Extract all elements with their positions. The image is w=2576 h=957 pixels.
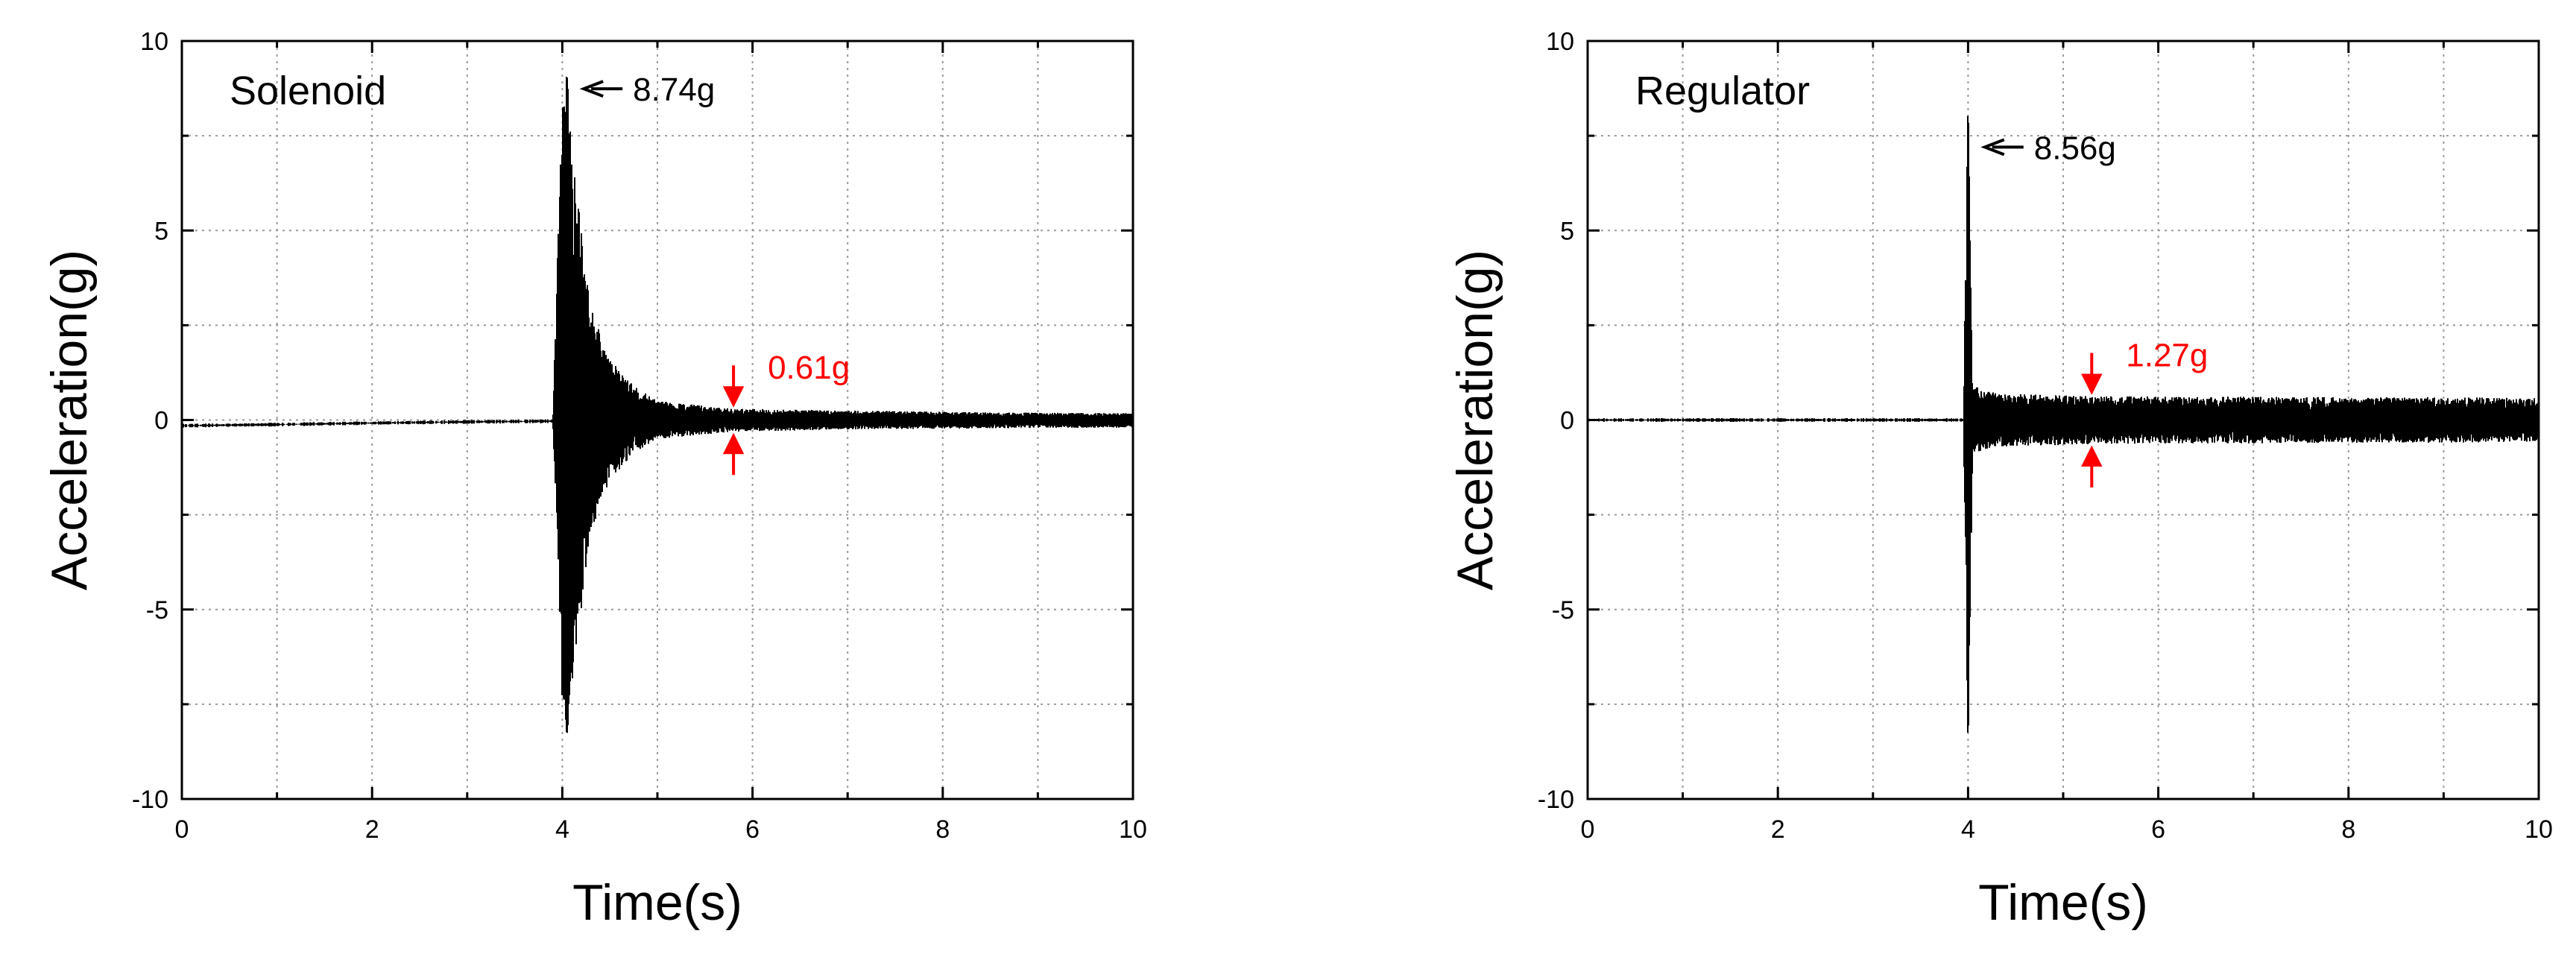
y-tick-label: -5 [146, 596, 168, 625]
x-tick-label: 8 [935, 815, 950, 844]
x-tick-label: 6 [2151, 815, 2165, 844]
axis-ticks [1586, 40, 2540, 800]
rms-annotation: 1.27g [2126, 337, 2208, 373]
x-tick-label: 8 [2341, 815, 2355, 844]
x-tick-label: 2 [1771, 815, 1785, 844]
y-tick-labels: -10 -5 0 5 10 [1538, 28, 1574, 814]
rms-arrow-top [722, 365, 745, 408]
x-tick-label: 6 [745, 815, 760, 844]
y-axis-label: Acceleration(g) [1447, 250, 1503, 590]
x-tick-labels: 0 2 4 6 8 10 [175, 815, 1147, 844]
y-tick-label: -5 [1552, 596, 1574, 625]
chart-panel-regulator: 0 2 4 6 8 10 -10 -5 0 5 10 Time(s) Acceleration(g… [1447, 28, 2553, 931]
y-tick-label: 0 [154, 407, 168, 435]
x-tick-label: 0 [175, 815, 189, 844]
rms-arrow-top [2081, 353, 2103, 395]
axis-ticks [180, 40, 1134, 800]
chart-panel-solenoid: 0 2 4 6 8 10 -10 -5 0 5 10 Time(s) Acceleration(g… [41, 28, 1147, 931]
panel-title: Regulator [1635, 69, 1810, 113]
rms-arrow-bottom [722, 432, 745, 476]
peak-arrow [579, 80, 623, 98]
y-tick-labels: -10 -5 0 5 10 [132, 28, 168, 814]
y-tick-label: 5 [1560, 217, 1574, 245]
x-tick-label: 4 [1961, 815, 1975, 844]
annotations: 8.74g 0.61g [579, 72, 850, 476]
peak-annotation: 8.74g [633, 72, 715, 108]
x-axis-label: Time(s) [572, 874, 742, 931]
peak-arrow [1980, 138, 2024, 157]
x-tick-label: 0 [1581, 815, 1595, 844]
y-tick-label: 0 [1560, 407, 1574, 435]
y-tick-label: 5 [154, 217, 168, 245]
y-tick-label: -10 [1538, 786, 1574, 814]
rms-annotation: 0.61g [768, 350, 850, 386]
x-tick-labels: 0 2 4 6 8 10 [1581, 815, 2553, 844]
annotations: 8.56g 1.27g [1980, 130, 2208, 488]
peak-annotation: 8.56g [2034, 130, 2116, 166]
y-tick-label: -10 [132, 786, 168, 814]
x-tick-label: 10 [2525, 815, 2553, 844]
panel-title: Solenoid [230, 69, 386, 113]
y-axis-label: Acceleration(g) [41, 250, 98, 590]
x-tick-label: 4 [555, 815, 569, 844]
y-tick-label: 10 [1546, 28, 1574, 56]
rms-arrow-bottom [2081, 445, 2103, 488]
y-tick-label: 10 [140, 28, 168, 56]
x-tick-label: 2 [365, 815, 379, 844]
x-axis-label: Time(s) [1978, 874, 2148, 931]
x-tick-label: 10 [1119, 815, 1147, 844]
